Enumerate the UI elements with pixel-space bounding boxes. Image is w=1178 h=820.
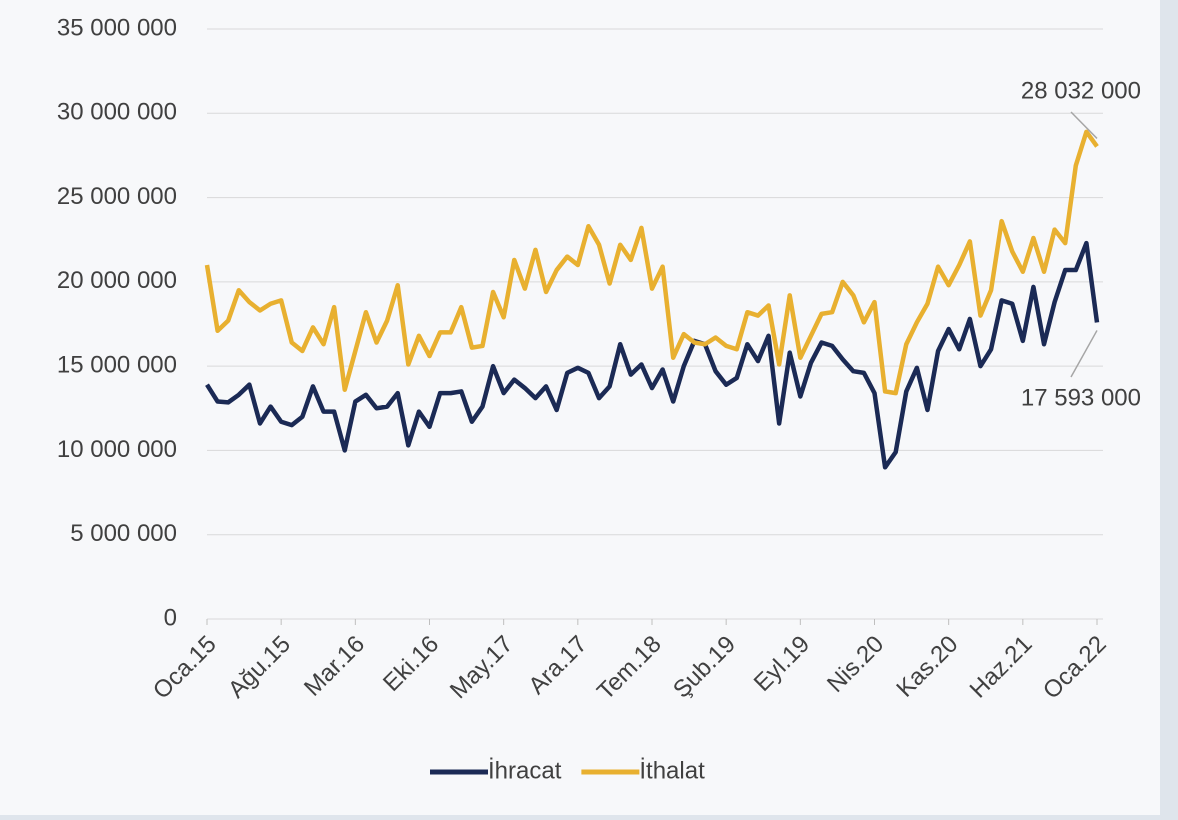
legend-label: İhracat [488, 757, 562, 784]
y-tick-label: 0 [164, 604, 177, 631]
series-line [204, 129, 1099, 396]
data-label: 17 593 000 [1021, 384, 1141, 411]
y-tick-label: 15 000 000 [57, 351, 177, 378]
y-tick-label: 30 000 000 [57, 99, 177, 126]
leader-line [1070, 111, 1098, 139]
legend-label: İthalat [639, 757, 705, 784]
y-tick-label: 25 000 000 [57, 183, 177, 210]
series-line [205, 240, 1100, 470]
leader-line [1070, 330, 1098, 378]
y-tick-label: 5 000 000 [70, 520, 177, 547]
y-tick-label: 20 000 000 [57, 267, 177, 294]
data-label: 28 032 000 [1021, 77, 1141, 104]
y-tick-label: 35 000 000 [57, 14, 177, 41]
y-tick-label: 10 000 000 [57, 436, 177, 463]
panel [0, 0, 1160, 815]
